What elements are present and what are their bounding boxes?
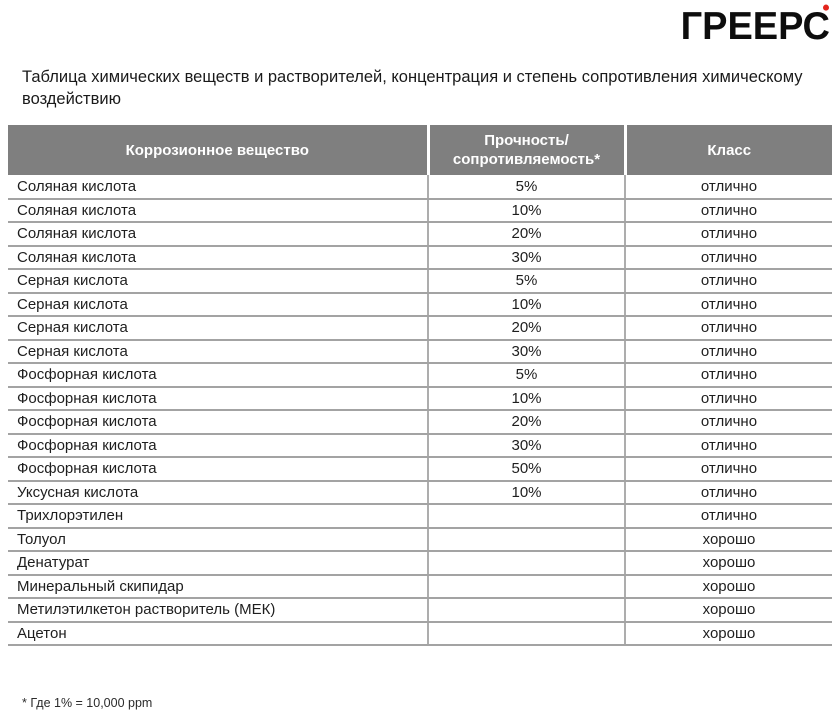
cell-concentration: 30% bbox=[427, 339, 625, 364]
cell-concentration bbox=[427, 504, 625, 529]
cell-class: отлично bbox=[624, 175, 832, 200]
cell-class: отлично bbox=[624, 457, 832, 482]
column-header-concentration: Прочность/ сопротивляемость* bbox=[426, 125, 625, 175]
cell-class: отлично bbox=[624, 410, 832, 435]
table-row: Фосфорная кислота 5% отлично bbox=[8, 363, 832, 388]
cell-concentration bbox=[427, 574, 625, 599]
cell-class: отлично bbox=[624, 433, 832, 458]
cell-substance: Толуол bbox=[8, 527, 428, 552]
cell-class: хорошо bbox=[624, 551, 832, 576]
cell-class: отлично bbox=[624, 363, 832, 388]
cell-class: отлично bbox=[624, 504, 832, 529]
cell-substance: Денатурат bbox=[8, 551, 428, 576]
cell-substance: Фосфорная кислота bbox=[8, 457, 428, 482]
cell-class: отлично bbox=[624, 339, 832, 364]
table-row: Фосфорная кислота 10% отлично bbox=[8, 386, 832, 411]
cell-concentration: 5% bbox=[427, 175, 625, 200]
table-row: Трихлорэтилен отлично bbox=[8, 504, 832, 529]
cell-substance: Фосфорная кислота bbox=[8, 363, 428, 388]
cell-class: хорошо bbox=[624, 621, 832, 646]
cell-concentration bbox=[427, 598, 625, 623]
footnote: * Где 1% = 10,000 ppm bbox=[22, 696, 153, 710]
cell-concentration: 10% bbox=[427, 198, 625, 223]
cell-class: отлично bbox=[624, 269, 832, 294]
chemical-resistance-table: Коррозионное вещество Прочность/ сопроти… bbox=[8, 125, 832, 646]
page-title: Таблица химических веществ и растворител… bbox=[22, 68, 803, 108]
cell-concentration: 10% bbox=[427, 480, 625, 505]
cell-concentration: 20% bbox=[427, 410, 625, 435]
cell-class: отлично bbox=[624, 316, 832, 341]
table-row: Фосфорная кислота 20% отлично bbox=[8, 410, 832, 435]
cell-substance: Трихлорэтилен bbox=[8, 504, 428, 529]
cell-concentration: 5% bbox=[427, 363, 625, 388]
cell-class: отлично bbox=[624, 198, 832, 223]
cell-substance: Уксусная кислота bbox=[8, 480, 428, 505]
cell-substance: Соляная кислота bbox=[8, 175, 428, 200]
cell-concentration bbox=[427, 527, 625, 552]
cell-substance: Метилэтилкетон растворитель (МЕК) bbox=[8, 598, 428, 623]
cell-class: отлично bbox=[624, 480, 832, 505]
cell-concentration bbox=[427, 551, 625, 576]
cell-substance: Минеральный скипидар bbox=[8, 574, 428, 599]
cell-substance: Серная кислота bbox=[8, 316, 428, 341]
cell-concentration: 50% bbox=[427, 457, 625, 482]
cell-substance: Серная кислота bbox=[8, 339, 428, 364]
cell-concentration: 10% bbox=[427, 386, 625, 411]
table-row: Соляная кислота 5% отлично bbox=[8, 175, 832, 200]
table-row: Соляная кислота 20% отлично bbox=[8, 222, 832, 247]
table-row: Метилэтилкетон растворитель (МЕК) хорошо bbox=[8, 598, 832, 623]
cell-substance: Соляная кислота bbox=[8, 245, 428, 270]
column-header-class: Класс bbox=[623, 125, 832, 175]
cell-class: отлично bbox=[624, 386, 832, 411]
table-row: Серная кислота 30% отлично bbox=[8, 339, 832, 364]
cell-substance: Фосфорная кислота bbox=[8, 410, 428, 435]
cell-substance: Соляная кислота bbox=[8, 198, 428, 223]
cell-class: хорошо bbox=[624, 598, 832, 623]
table-row: Уксусная кислота 10% отлично bbox=[8, 480, 832, 505]
table-row: Толуол хорошо bbox=[8, 527, 832, 552]
cell-concentration: 30% bbox=[427, 433, 625, 458]
cell-substance: Фосфорная кислота bbox=[8, 433, 428, 458]
table-body: Соляная кислота 5% отлично Соляная кислота 1… bbox=[8, 175, 832, 646]
cell-substance: Фосфорная кислота bbox=[8, 386, 428, 411]
column-header-substance: Коррозионное вещество bbox=[8, 125, 428, 175]
cell-concentration bbox=[427, 621, 625, 646]
cell-concentration: 5% bbox=[427, 269, 625, 294]
cell-class: отлично bbox=[624, 245, 832, 270]
table-row: Фосфорная кислота 30% отлично bbox=[8, 433, 832, 458]
cell-substance: Ацетон bbox=[8, 621, 428, 646]
table-row: Фосфорная кислота 50% отлично bbox=[8, 457, 832, 482]
cell-class: хорошо bbox=[624, 527, 832, 552]
cell-concentration: 10% bbox=[427, 292, 625, 317]
cell-class: хорошо bbox=[624, 574, 832, 599]
cell-concentration: 20% bbox=[427, 316, 625, 341]
table-row: Соляная кислота 10% отлично bbox=[8, 198, 832, 223]
cell-class: отлично bbox=[624, 292, 832, 317]
table-header: Коррозионное вещество Прочность/ сопроти… bbox=[8, 125, 832, 175]
table-row: Минеральный скипидар хорошо bbox=[8, 574, 832, 599]
logo-ring-icon bbox=[823, 4, 829, 11]
logo-text: ГРЕЕРС bbox=[680, 5, 830, 49]
table-row: Соляная кислота 30% отлично bbox=[8, 245, 832, 270]
table-row: Серная кислота 10% отлично bbox=[8, 292, 832, 317]
logo: ГРЕЕРС bbox=[680, 4, 830, 49]
table-row: Серная кислота 20% отлично bbox=[8, 316, 832, 341]
cell-substance: Соляная кислота bbox=[8, 222, 428, 247]
table-row: Ацетон хорошо bbox=[8, 621, 832, 646]
cell-substance: Серная кислота bbox=[8, 292, 428, 317]
cell-concentration: 20% bbox=[427, 222, 625, 247]
table-row: Серная кислота 5% отлично bbox=[8, 269, 832, 294]
cell-class: отлично bbox=[624, 222, 832, 247]
table-row: Денатурат хорошо bbox=[8, 551, 832, 576]
cell-concentration: 30% bbox=[427, 245, 625, 270]
cell-substance: Серная кислота bbox=[8, 269, 428, 294]
